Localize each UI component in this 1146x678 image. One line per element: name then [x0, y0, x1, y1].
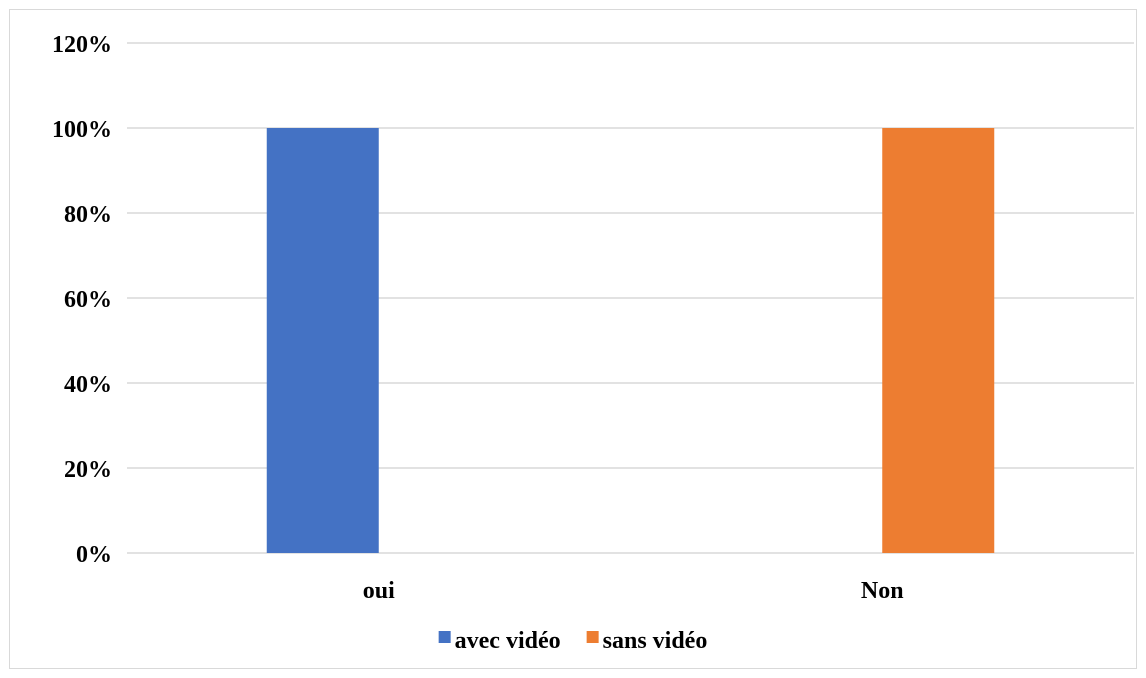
legend: avec vidéo sans vidéo [438, 628, 708, 654]
x-tick-label: Non [861, 578, 904, 604]
y-tick-label: 40% [64, 372, 112, 398]
y-axis-tick-labels: 0% 20% 40% 60% 80% 100% 120% [52, 32, 112, 568]
y-tick-label: 0% [76, 542, 112, 568]
bars [266, 128, 995, 553]
y-tick-label: 80% [64, 202, 112, 228]
legend-label: avec vidéo [455, 628, 561, 654]
y-tick-label: 60% [64, 287, 112, 313]
x-axis-tick-labels: oui Non [363, 578, 904, 604]
y-tick-label: 20% [64, 457, 112, 483]
legend-swatch [438, 631, 451, 643]
x-tick-label: oui [363, 578, 395, 604]
legend-label: sans vidéo [603, 628, 708, 654]
y-tick-label: 100% [52, 117, 112, 143]
bar [266, 128, 379, 553]
bar [882, 128, 995, 553]
y-tick-label: 120% [52, 32, 112, 58]
legend-swatch [586, 631, 599, 643]
